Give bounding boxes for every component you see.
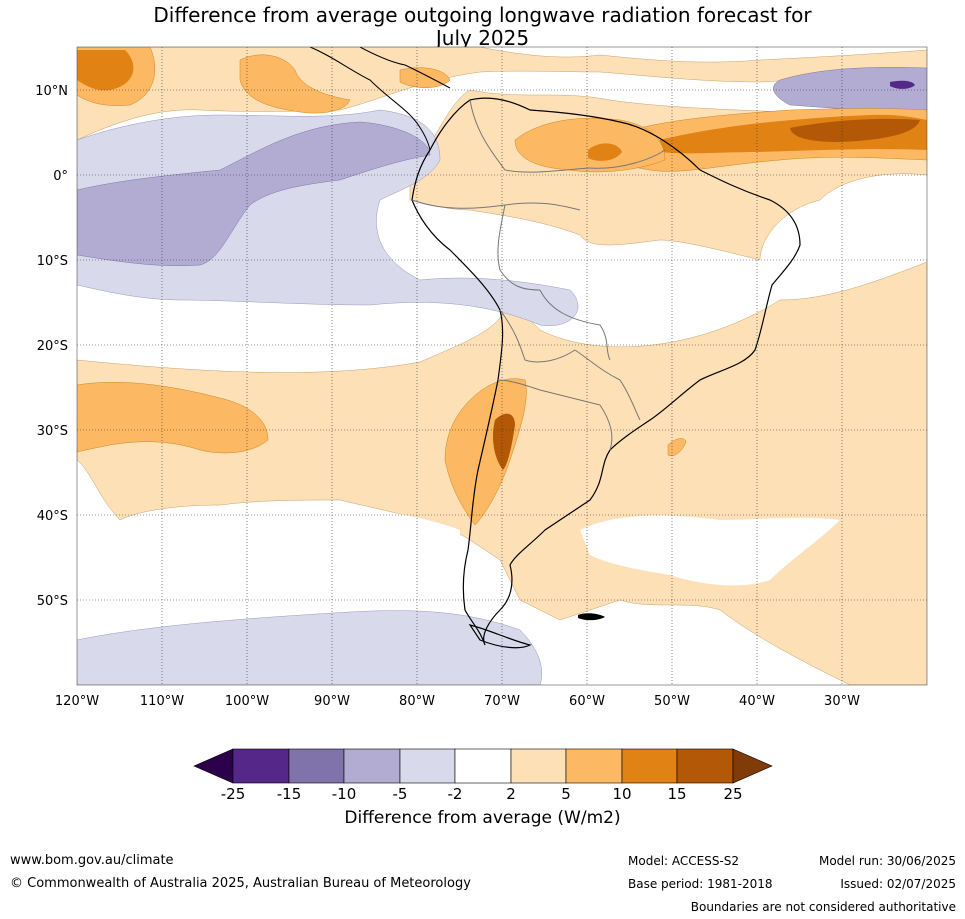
- colorbar: [193, 748, 773, 784]
- colorbar-segment: [399, 748, 456, 784]
- colorbar-tick: 25: [723, 785, 742, 803]
- lon-label: 40°W: [739, 694, 775, 709]
- colorbar-tick: 10: [612, 785, 631, 803]
- colorbar-tick: -10: [332, 785, 357, 803]
- positive-anomaly-central-north: [239, 54, 351, 114]
- colorbar-tick: 15: [667, 785, 686, 803]
- colorbar-ticks: -25 -15 -10 -5 -2 2 5 10 15 25: [221, 785, 743, 803]
- tierra-del-fuego: [468, 624, 532, 649]
- map-title: Difference from average outgoing longwav…: [0, 4, 965, 50]
- graticule: [77, 47, 927, 685]
- colorbar-title: Difference from average (W/m2): [344, 808, 621, 828]
- footer-disclaimer: Boundaries are not considered authoritat…: [690, 900, 956, 914]
- colorbar-segment: [565, 748, 623, 784]
- lat-label: 40°S: [37, 509, 68, 524]
- longitude-labels: 120°W 110°W 100°W 90°W 80°W 70°W 60°W 50…: [55, 694, 860, 709]
- positive-anomaly-venezuela: [514, 117, 666, 173]
- lat-label: 10°S: [37, 254, 68, 269]
- footer-model-run: Model run: 30/06/2025: [818, 854, 956, 868]
- negative-anomaly-southern-ocean: [77, 610, 543, 685]
- colorbar-tick: -2: [448, 785, 463, 803]
- map-frame: [76, 46, 928, 686]
- colorbar-segment: [343, 748, 401, 784]
- lat-label: 30°S: [37, 424, 68, 439]
- colorbar-segment: [232, 748, 290, 784]
- colorbar-tick: -25: [221, 785, 246, 803]
- lat-label: 0°: [53, 169, 68, 184]
- colorbar-tick: -15: [277, 785, 302, 803]
- negative-anomaly-pacific-deep: [77, 121, 431, 267]
- footer-url[interactable]: www.bom.gov.au/climate: [10, 853, 174, 868]
- central-america-coastline: [309, 47, 431, 151]
- colorbar-segment: [676, 748, 734, 784]
- lon-label: 30°W: [824, 694, 860, 709]
- lon-label: 100°W: [225, 694, 269, 709]
- negative-anomaly-pacific: [77, 109, 579, 327]
- positive-anomaly-caribbean: [399, 67, 451, 88]
- colorbar-segment: [510, 748, 567, 784]
- positive-anomaly-brazil-coast: [667, 438, 687, 456]
- positive-anomaly-andes-strong: [492, 413, 515, 470]
- lat-label: 20°S: [37, 339, 68, 354]
- colorbar-extend-high: [732, 748, 773, 784]
- positive-anomaly-venezuela-strong: [588, 143, 622, 161]
- lat-label: 50°S: [37, 594, 68, 609]
- colorbar-tick: 2: [506, 785, 516, 803]
- colorbar-extend-low: [193, 748, 234, 784]
- positive-anomaly-atlantic-peak: [790, 118, 920, 142]
- footer-model: Model: ACCESS-S2: [628, 854, 740, 868]
- colorbar-segment: [621, 748, 678, 784]
- title-line-1: Difference from average outgoing longwav…: [153, 3, 812, 27]
- colorbar-segment: [288, 748, 345, 784]
- lon-label: 120°W: [55, 694, 99, 709]
- colorbar-segment: [454, 748, 512, 784]
- footer-copyright: © Commonwealth of Australia 2025, Austra…: [10, 876, 471, 891]
- neutral-gap-southeast: [580, 515, 840, 586]
- colorbar-tick: 5: [561, 785, 571, 803]
- positive-anomaly-subtropical-pacific: [77, 382, 269, 454]
- footer-issued: Issued: 02/07/2025: [840, 877, 956, 891]
- colorbar-tick: -5: [393, 785, 408, 803]
- lon-label: 70°W: [484, 694, 520, 709]
- negative-anomaly-atlantic-deep: [890, 80, 915, 89]
- country-borders: [411, 99, 666, 451]
- lon-label: 110°W: [140, 694, 184, 709]
- footer-base-period: Base period: 1981-2018: [628, 877, 773, 891]
- positive-anomaly-northwest-strong: [77, 50, 134, 91]
- lon-label: 80°W: [399, 694, 435, 709]
- lon-label: 60°W: [569, 694, 605, 709]
- title-line-2: July 2025: [435, 26, 530, 50]
- latitude-labels: 10°N 0° 10°S 20°S 30°S 40°S 50°S: [35, 84, 68, 609]
- lon-label: 90°W: [314, 694, 350, 709]
- lon-label: 50°W: [654, 694, 690, 709]
- falkland-islands: [578, 613, 605, 621]
- lat-label: 10°N: [35, 84, 68, 99]
- central-america-coastline-north: [359, 47, 451, 89]
- neutral-gap-southwest: [77, 505, 460, 613]
- anomaly-field: [77, 47, 927, 685]
